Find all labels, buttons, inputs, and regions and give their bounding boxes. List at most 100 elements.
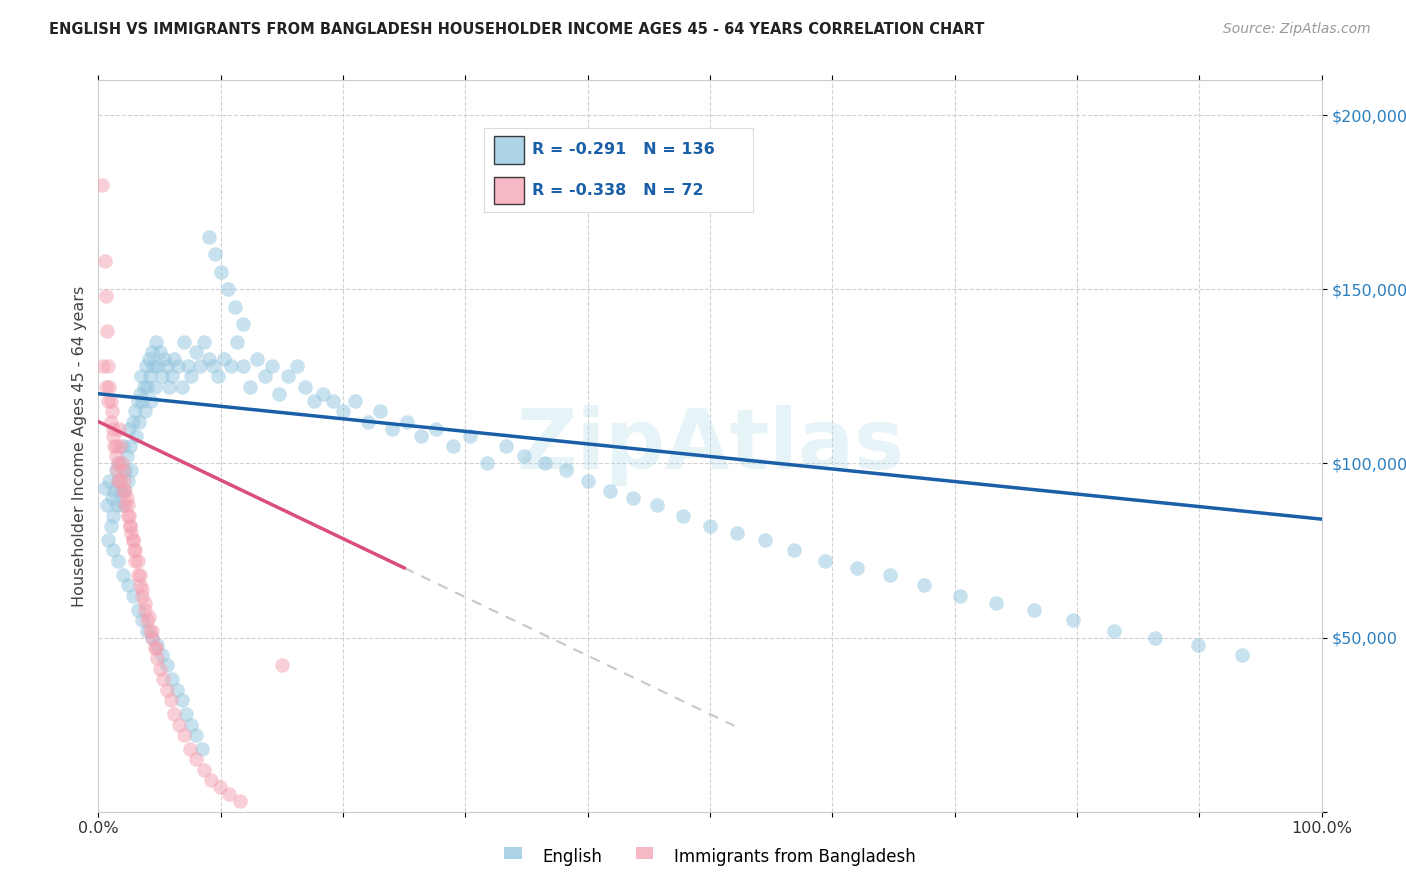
Point — [188, 359, 211, 373]
Point — [132, 380, 155, 394]
Point — [1102, 624, 1125, 638]
Point — [127, 603, 149, 617]
Point — [534, 457, 557, 471]
Point — [186, 728, 208, 742]
Point — [177, 359, 200, 373]
Text: R = -0.291   N = 136: R = -0.291 N = 136 — [533, 142, 714, 157]
Point — [814, 554, 837, 568]
FancyBboxPatch shape — [495, 177, 524, 204]
Point — [103, 484, 125, 499]
Point — [93, 254, 115, 268]
Point — [200, 773, 222, 788]
Point — [131, 613, 153, 627]
Point — [97, 393, 120, 408]
Point — [101, 404, 124, 418]
Point — [136, 380, 159, 394]
Point — [458, 428, 481, 442]
Point — [554, 463, 576, 477]
Point — [381, 421, 404, 435]
Point — [115, 450, 138, 464]
Point — [110, 484, 132, 499]
Point — [672, 508, 695, 523]
Point — [149, 345, 172, 359]
Legend: English, Immigrants from Bangladesh: English, Immigrants from Bangladesh — [498, 841, 922, 873]
Point — [121, 415, 143, 429]
Point — [219, 359, 242, 373]
Point — [783, 543, 806, 558]
Point — [193, 334, 215, 349]
Point — [93, 481, 115, 495]
Point — [141, 631, 163, 645]
Point — [121, 533, 143, 547]
Point — [176, 707, 198, 722]
Point — [96, 498, 118, 512]
Point — [141, 631, 163, 645]
Point — [269, 386, 291, 401]
Point — [1024, 603, 1046, 617]
Point — [576, 474, 599, 488]
Point — [104, 450, 127, 464]
Point — [128, 415, 150, 429]
Point — [100, 415, 122, 429]
Point — [142, 359, 165, 373]
Point — [425, 421, 447, 435]
Point — [152, 673, 174, 687]
Point — [141, 345, 163, 359]
Point — [111, 439, 134, 453]
Point — [101, 543, 124, 558]
Point — [101, 508, 124, 523]
Point — [202, 359, 225, 373]
Point — [105, 498, 128, 512]
Point — [332, 404, 354, 418]
Point — [120, 463, 142, 477]
Point — [197, 351, 219, 366]
Point — [114, 463, 136, 477]
Point — [156, 658, 179, 673]
Point — [207, 369, 229, 384]
Point — [179, 742, 201, 756]
Point — [111, 498, 134, 512]
Point — [94, 289, 117, 303]
Point — [157, 380, 180, 394]
Point — [218, 787, 240, 801]
Point — [193, 763, 215, 777]
Point — [111, 567, 134, 582]
Point — [138, 351, 160, 366]
Point — [112, 484, 135, 499]
Point — [322, 393, 344, 408]
Point — [621, 491, 644, 506]
Point — [302, 393, 325, 408]
Point — [103, 439, 125, 453]
Point — [97, 359, 120, 373]
Point — [120, 519, 142, 533]
Point — [1062, 613, 1084, 627]
Point — [127, 567, 149, 582]
Point — [294, 380, 316, 394]
Point — [136, 613, 159, 627]
Point — [108, 457, 131, 471]
Point — [153, 351, 176, 366]
Point — [186, 752, 208, 766]
Point — [98, 380, 121, 394]
Point — [131, 393, 153, 408]
Point — [1230, 648, 1253, 662]
Point — [166, 682, 188, 697]
Point — [163, 707, 186, 722]
Point — [170, 380, 193, 394]
Point — [845, 561, 868, 575]
Point — [114, 484, 136, 499]
Point — [120, 439, 142, 453]
Point — [121, 533, 143, 547]
Point — [180, 717, 202, 731]
Point — [104, 439, 127, 453]
Point — [141, 624, 163, 638]
Point — [111, 463, 134, 477]
Point — [98, 474, 121, 488]
Point — [129, 369, 152, 384]
Point — [127, 554, 149, 568]
Text: ZipAtlas: ZipAtlas — [516, 406, 904, 486]
Point — [204, 247, 226, 261]
Point — [599, 484, 621, 499]
Point — [143, 640, 166, 655]
Point — [139, 369, 162, 384]
